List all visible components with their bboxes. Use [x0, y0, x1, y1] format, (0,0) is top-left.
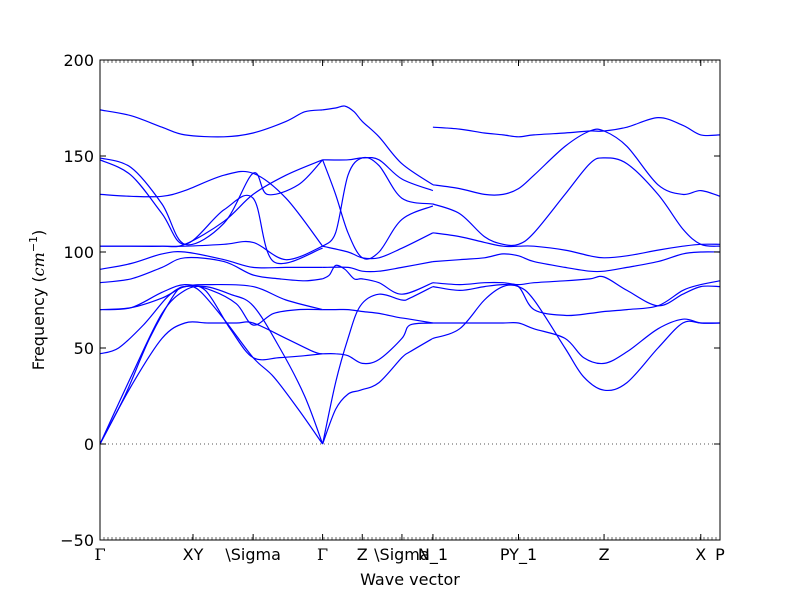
band-line-7: [99, 256, 323, 284]
band-line-28: [432, 280, 721, 317]
x-tick-label: Z: [599, 545, 610, 564]
band-line-12: [99, 159, 323, 265]
x-tick-label: X: [695, 545, 706, 564]
y-tick-label: −50: [60, 531, 94, 550]
x-tick-label: \Sigma: [225, 545, 281, 564]
y-tick-label: 200: [63, 51, 94, 70]
band-line-25: [322, 105, 434, 186]
band-line-17: [322, 322, 433, 365]
band-line-27: [432, 318, 721, 365]
band-line-31: [432, 232, 721, 259]
band-line-30: [432, 251, 721, 273]
band-line-29: [432, 275, 721, 307]
y-axis-ticks: −50 0 50 100 150 200: [60, 51, 720, 550]
band-line-33: [432, 128, 721, 197]
band-line-24: [322, 159, 434, 260]
y-tick-label: 100: [63, 243, 94, 262]
band-line-23: [322, 156, 434, 192]
x-tick-label: Γ: [94, 545, 105, 564]
band-line-10: [100, 159, 323, 248]
x-tick-label: \Sigma: [374, 545, 430, 564]
dispersion-curves: [99, 105, 721, 445]
x-tick-label: P: [715, 545, 725, 564]
band-line-19: [322, 264, 434, 295]
x-axis-minor-ticks: [99, 60, 721, 540]
band-line-6: [99, 283, 323, 326]
band-line-3: [99, 284, 323, 361]
y-tick-label: 50: [74, 339, 94, 358]
band-line-18: [322, 308, 433, 324]
band-line-20: [322, 261, 434, 273]
band-line-22: [322, 156, 434, 247]
band-line-8: [99, 251, 323, 270]
band-line-14: [99, 109, 323, 138]
band-line-26: [432, 284, 720, 392]
band-line-4: [99, 285, 324, 445]
band-line-15: [322, 337, 434, 445]
x-tick-label: Z: [357, 545, 368, 564]
x-axis-label: Wave vector: [360, 570, 460, 589]
band-line-2: [99, 285, 324, 445]
band-line-1: [99, 321, 323, 445]
band-line-16: [322, 286, 434, 445]
band-line-34: [432, 116, 721, 138]
band-line-13: [99, 170, 324, 247]
x-tick-label: PY_1: [500, 545, 537, 565]
y-tick-label: 150: [63, 147, 94, 166]
x-tick-label: Γ: [317, 545, 328, 564]
x-tick-label: N_1: [418, 545, 448, 565]
band-line-21: [322, 232, 434, 260]
band-line-32: [432, 157, 721, 247]
plot-frame: [99, 59, 721, 541]
y-tick-label: 0: [84, 435, 94, 454]
y-axis-label: Frequency (cm−1): [27, 230, 48, 371]
band-line-11: [99, 157, 324, 246]
x-tick-label: XY: [183, 545, 204, 564]
